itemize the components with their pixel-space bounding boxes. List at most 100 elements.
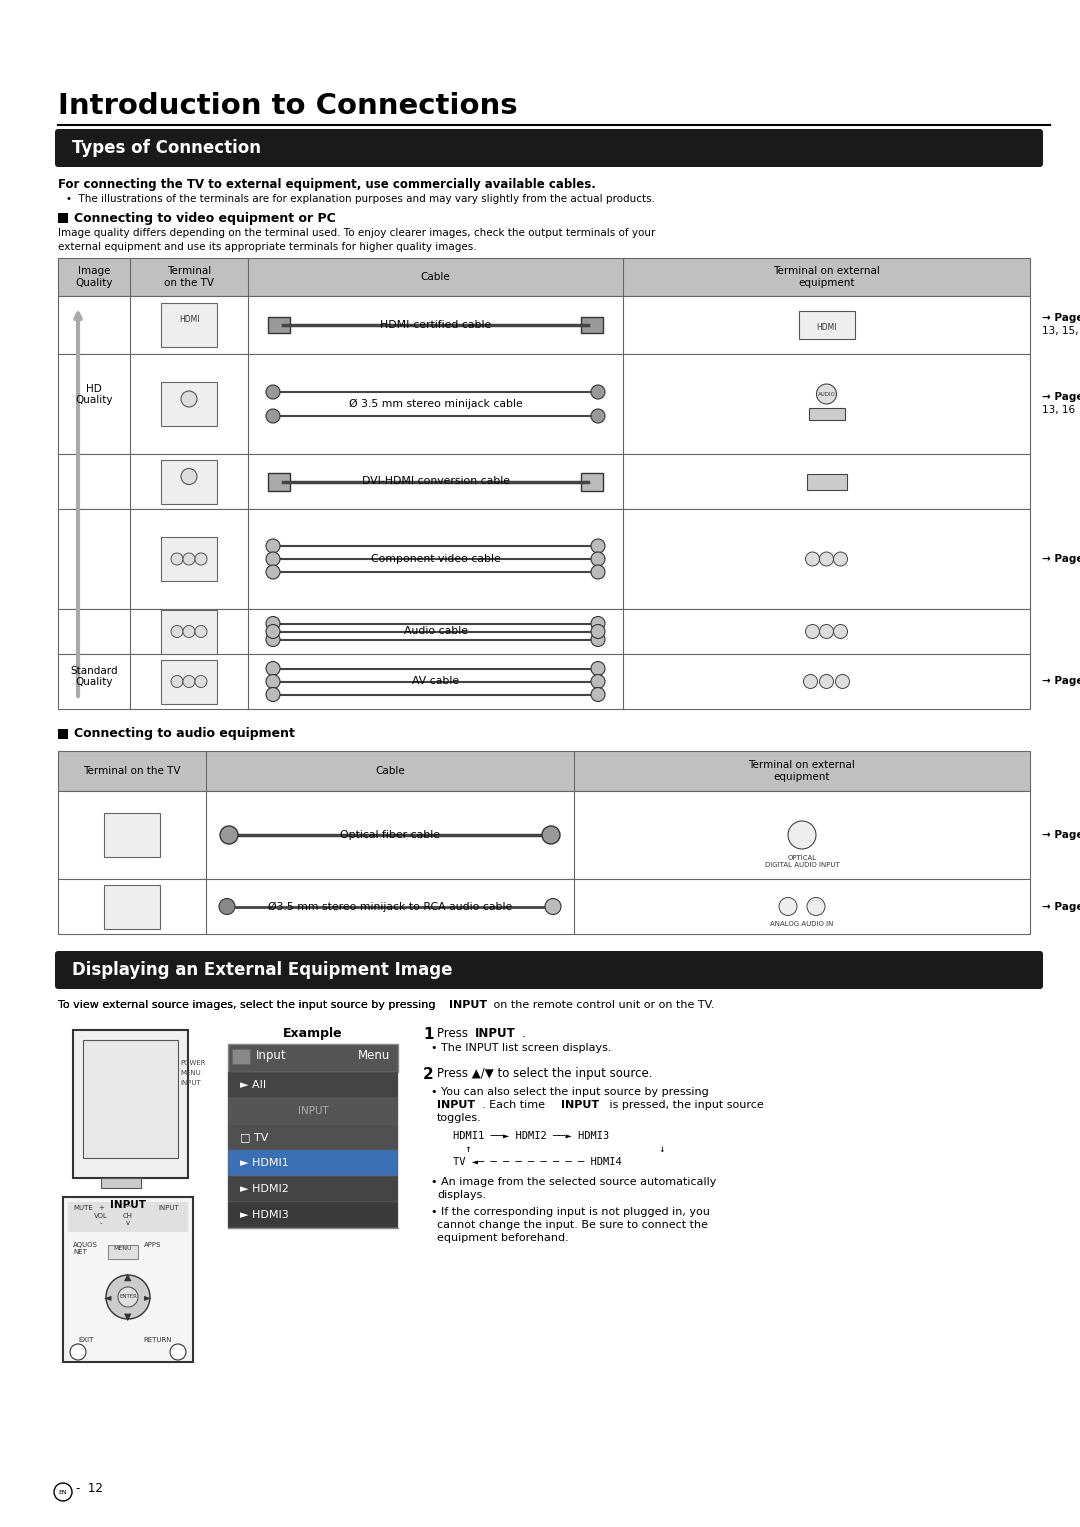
- Bar: [228, 1124, 399, 1150]
- Text: Ø 3.5 mm stereo minijack cable: Ø 3.5 mm stereo minijack cable: [349, 399, 523, 409]
- Text: equipment beforehand.: equipment beforehand.: [437, 1232, 569, 1243]
- Bar: [268, 472, 291, 490]
- Circle shape: [820, 551, 834, 567]
- Circle shape: [591, 409, 605, 423]
- Circle shape: [591, 565, 605, 579]
- Text: 13, 16: 13, 16: [1042, 405, 1075, 415]
- Circle shape: [266, 409, 280, 423]
- Text: Displaying an External Equipment Image: Displaying an External Equipment Image: [72, 960, 453, 979]
- Bar: [268, 318, 291, 333]
- Text: . Each time: . Each time: [482, 1099, 549, 1110]
- Text: AUDIO: AUDIO: [818, 391, 836, 397]
- Text: EXIT: EXIT: [78, 1338, 93, 1344]
- Text: HDMI-certified cable: HDMI-certified cable: [380, 321, 491, 330]
- Text: Terminal on the TV: Terminal on the TV: [83, 767, 180, 776]
- Circle shape: [171, 675, 183, 687]
- Text: Terminal on external
equipment: Terminal on external equipment: [748, 760, 855, 782]
- Text: Audio cable: Audio cable: [404, 626, 468, 637]
- Text: HD
Quality: HD Quality: [76, 383, 112, 405]
- Circle shape: [195, 675, 207, 687]
- Text: on the remote control unit or on the TV.: on the remote control unit or on the TV.: [490, 1000, 715, 1009]
- Bar: [58, 728, 68, 739]
- Text: Connecting to audio equipment: Connecting to audio equipment: [75, 727, 295, 741]
- Bar: [161, 460, 217, 504]
- Bar: [581, 318, 603, 333]
- Circle shape: [788, 822, 816, 849]
- Bar: [581, 472, 603, 490]
- Text: INPUT: INPUT: [158, 1205, 179, 1211]
- Bar: [58, 791, 1030, 880]
- Circle shape: [118, 1287, 138, 1307]
- Circle shape: [266, 565, 280, 579]
- Text: Connecting to video equipment or PC: Connecting to video equipment or PC: [75, 212, 336, 224]
- Circle shape: [591, 675, 605, 689]
- Circle shape: [195, 626, 207, 637]
- Text: • The INPUT list screen displays.: • The INPUT list screen displays.: [431, 1043, 611, 1054]
- Circle shape: [183, 553, 195, 565]
- Text: Cable: Cable: [420, 272, 450, 282]
- Text: ► HDMI3: ► HDMI3: [240, 1209, 288, 1220]
- Circle shape: [266, 385, 280, 399]
- Text: ENTER: ENTER: [119, 1293, 137, 1298]
- Bar: [161, 660, 217, 704]
- Text: • You can also select the input source by pressing: • You can also select the input source b…: [431, 1087, 708, 1096]
- Circle shape: [106, 1275, 150, 1319]
- Text: ► AII: ► AII: [240, 1080, 266, 1090]
- Text: INPUT: INPUT: [449, 1000, 487, 1009]
- Text: MENU: MENU: [113, 1246, 132, 1252]
- Circle shape: [266, 539, 280, 553]
- Text: Input: Input: [256, 1049, 286, 1061]
- Text: MUTE: MUTE: [73, 1205, 93, 1211]
- Bar: [228, 1072, 399, 1098]
- Circle shape: [219, 898, 235, 915]
- Text: OPTICAL
DIGITAL AUDIO INPUT: OPTICAL DIGITAL AUDIO INPUT: [765, 855, 839, 867]
- Bar: [58, 258, 1030, 296]
- Text: → Page 15: → Page 15: [1042, 831, 1080, 840]
- Circle shape: [806, 625, 820, 638]
- Text: external equipment and use its appropriate terminals for higher quality images.: external equipment and use its appropria…: [58, 241, 476, 252]
- Text: To view external source images, select the input source by pressing: To view external source images, select t…: [58, 1000, 438, 1009]
- Text: ►: ►: [145, 1292, 152, 1303]
- Text: → Page 15: → Page 15: [1042, 901, 1080, 912]
- Text: INPUT: INPUT: [475, 1028, 516, 1040]
- Circle shape: [779, 898, 797, 916]
- Bar: [58, 508, 1030, 609]
- Bar: [58, 609, 1030, 654]
- Bar: [108, 1245, 138, 1258]
- Circle shape: [220, 826, 238, 844]
- Bar: [68, 1202, 188, 1232]
- Circle shape: [181, 391, 197, 408]
- Circle shape: [266, 632, 280, 646]
- Text: AQUOS
NET: AQUOS NET: [73, 1241, 98, 1255]
- Text: INPUT: INPUT: [110, 1200, 146, 1209]
- Text: Standard
Quality: Standard Quality: [70, 666, 118, 687]
- Text: AV cable: AV cable: [411, 676, 459, 687]
- Bar: [228, 1098, 399, 1124]
- Circle shape: [266, 675, 280, 689]
- Circle shape: [70, 1344, 86, 1361]
- Bar: [58, 354, 1030, 454]
- Circle shape: [591, 625, 605, 638]
- Bar: [161, 302, 217, 347]
- FancyBboxPatch shape: [55, 951, 1043, 989]
- Bar: [73, 1031, 188, 1177]
- Circle shape: [591, 551, 605, 567]
- Bar: [58, 296, 1030, 354]
- Circle shape: [545, 898, 561, 915]
- Text: ANALOG AUDIO IN: ANALOG AUDIO IN: [770, 921, 834, 927]
- Text: HDMI: HDMI: [179, 316, 199, 325]
- Text: Press ▲/▼ to select the input source.: Press ▲/▼ to select the input source.: [437, 1067, 652, 1080]
- Circle shape: [806, 551, 820, 567]
- Bar: [83, 1040, 178, 1157]
- Bar: [58, 454, 1030, 508]
- Text: DVI-HDMI conversion cable: DVI-HDMI conversion cable: [362, 476, 510, 487]
- FancyBboxPatch shape: [55, 128, 1043, 166]
- Circle shape: [542, 826, 561, 844]
- Text: TV ◄─ ─ ─ ─ ─ ─ ─ ─ ─ HDMI4: TV ◄─ ─ ─ ─ ─ ─ ─ ─ ─ HDMI4: [453, 1157, 622, 1167]
- Bar: [228, 1044, 399, 1072]
- Text: -  12: - 12: [76, 1481, 103, 1495]
- Bar: [232, 1049, 249, 1064]
- Circle shape: [807, 898, 825, 916]
- Text: ▲: ▲: [124, 1272, 132, 1283]
- Text: Terminal on external
equipment: Terminal on external equipment: [773, 266, 880, 287]
